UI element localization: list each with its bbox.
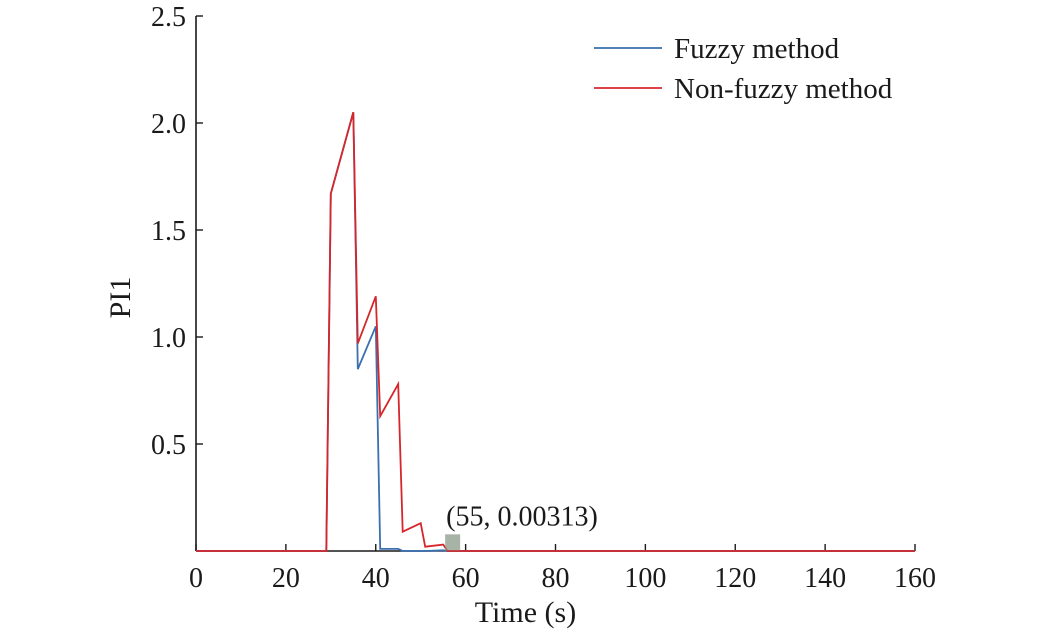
x-tick-label: 20 bbox=[272, 563, 300, 594]
x-tick-label: 160 bbox=[894, 563, 936, 594]
y-tick-label: 1.5 bbox=[151, 216, 186, 247]
series-line-non-fuzzy bbox=[196, 112, 915, 552]
legend-label: Fuzzy method bbox=[674, 33, 840, 65]
series-group bbox=[196, 112, 915, 552]
x-tick-label: 140 bbox=[804, 563, 846, 594]
annotation: (55, 0.00313) bbox=[445, 501, 598, 551]
x-tick-label: 0 bbox=[189, 563, 203, 594]
x-tick-label: 100 bbox=[624, 563, 666, 594]
y-tick-label: 0.5 bbox=[151, 430, 186, 461]
annotation-marker bbox=[445, 534, 461, 551]
series-line-fuzzy bbox=[196, 112, 915, 552]
x-axis-label: Time (s) bbox=[475, 596, 576, 629]
y-axis-label: PI1 bbox=[104, 277, 137, 319]
x-tick-label: 80 bbox=[542, 563, 570, 594]
y-tick-label: 2.5 bbox=[151, 2, 186, 33]
x-tick-label: 60 bbox=[452, 563, 480, 594]
y-tick-label: 2.0 bbox=[151, 109, 186, 140]
x-tick-label: 120 bbox=[714, 563, 756, 594]
x-tick-label: 40 bbox=[362, 563, 390, 594]
legend-label: Non-fuzzy method bbox=[674, 73, 893, 105]
x-ticks: 0 20 40 60 80 100 120 140 160 bbox=[189, 544, 936, 594]
y-ticks: 0.5 1.0 1.5 2.0 2.5 bbox=[151, 2, 203, 461]
legend: Fuzzy method Non-fuzzy method bbox=[594, 33, 893, 105]
annotation-label: (55, 0.00313) bbox=[446, 501, 598, 532]
y-tick-label: 1.0 bbox=[151, 323, 186, 354]
